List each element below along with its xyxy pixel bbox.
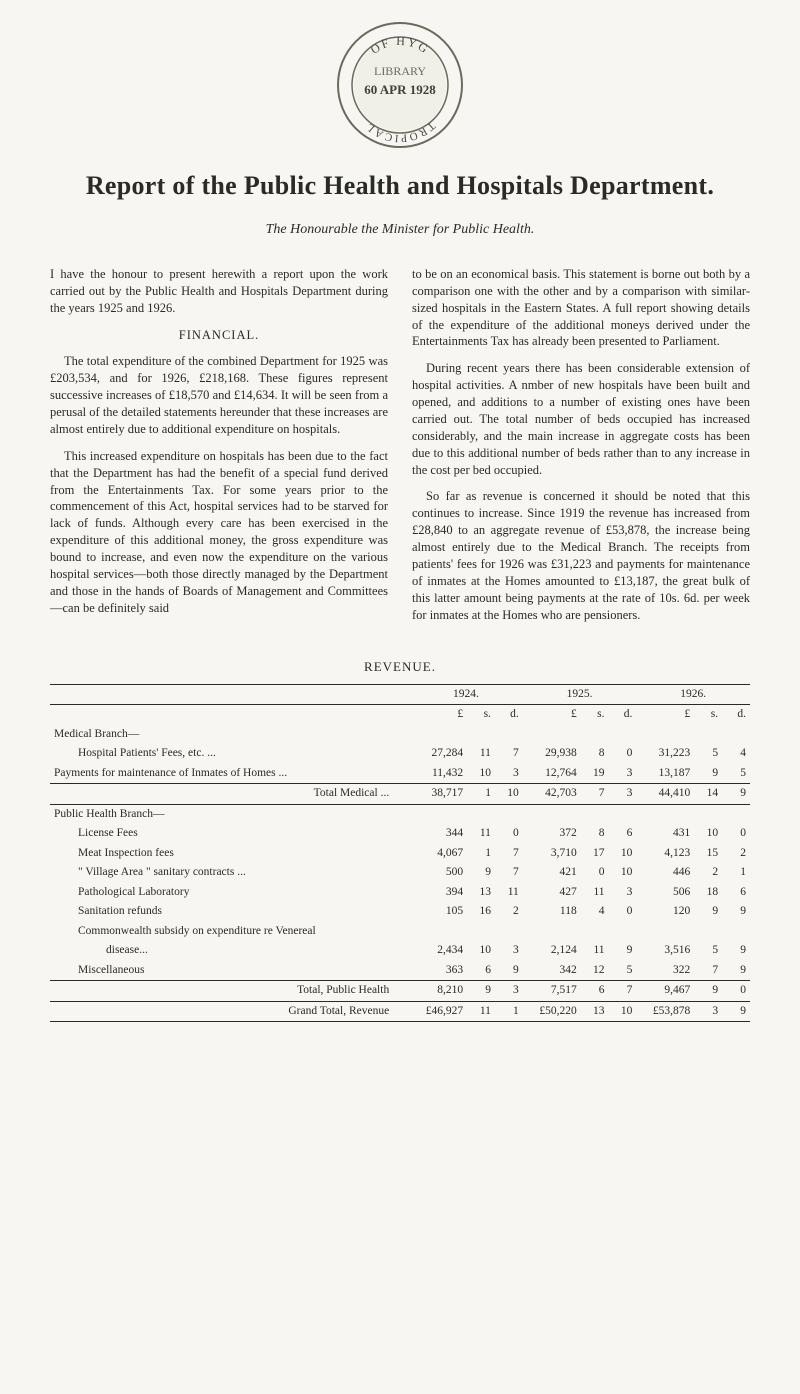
- year-1926: 1926.: [636, 684, 750, 705]
- year-1924: 1924.: [409, 684, 523, 705]
- row-label: Pathological Laboratory: [50, 883, 409, 903]
- row-label: Public Health Branch—: [50, 804, 409, 824]
- subtitle: The Honourable the Minister for Public H…: [50, 221, 750, 240]
- table-row: Grand Total, Revenue£46,927111£50,220131…: [50, 1001, 750, 1022]
- row-label: disease...: [50, 941, 409, 961]
- revenue-psd-header: £s.d.£s.d.£s.d.: [50, 705, 750, 725]
- row-label: Total, Public Health: [50, 981, 409, 1002]
- row-label: Grand Total, Revenue: [50, 1001, 409, 1022]
- table-row: " Village Area " sanitary contracts ...5…: [50, 863, 750, 883]
- year-1925: 1925.: [523, 684, 637, 705]
- row-label: License Fees: [50, 824, 409, 844]
- para-l1: I have the honour to present herewith a …: [50, 266, 388, 317]
- row-label: Total Medical ...: [50, 784, 409, 805]
- row-label: Payments for maintenance of Inmates of H…: [50, 764, 409, 784]
- table-row: License Fees34411037286431100: [50, 824, 750, 844]
- table-row: Sanitation refunds1051621184012099: [50, 902, 750, 922]
- para-r3: So far as revenue is concerned it should…: [412, 488, 750, 623]
- table-row: Payments for maintenance of Inmates of H…: [50, 764, 750, 784]
- row-label: Hospital Patients' Fees, etc. ...: [50, 744, 409, 764]
- table-row: Commonwealth subsidy on expenditure re V…: [50, 922, 750, 942]
- table-row: Public Health Branch—: [50, 804, 750, 824]
- library-seal: OF HYG TROPICAL LIBRARY 60 APR 1928: [335, 20, 465, 150]
- table-row: Pathological Laboratory39413114271135061…: [50, 883, 750, 903]
- para-r1: to be on an economical basis. This state…: [412, 266, 750, 350]
- para-l2: The total expenditure of the combined De…: [50, 353, 388, 437]
- table-row: disease...2,4341032,1241193,51659: [50, 941, 750, 961]
- table-row: Total Medical ...38,71711042,7037344,410…: [50, 784, 750, 805]
- table-row: Hospital Patients' Fees, etc. ...27,2841…: [50, 744, 750, 764]
- table-row: Meat Inspection fees4,067173,71017104,12…: [50, 844, 750, 864]
- body-columns: I have the honour to present herewith a …: [50, 266, 750, 630]
- para-r2: During recent years there has been consi…: [412, 360, 750, 478]
- seal-mid2: 60 APR 1928: [364, 82, 436, 97]
- seal-mid1: LIBRARY: [374, 64, 426, 78]
- row-label: Miscellaneous: [50, 961, 409, 981]
- financial-heading: FINANCIAL.: [50, 327, 388, 344]
- revenue-table: 1924. 1925. 1926. £s.d.£s.d.£s.d.Medical…: [50, 684, 750, 1023]
- row-label: Medical Branch—: [50, 725, 409, 745]
- revenue-heading: REVENUE.: [50, 658, 750, 676]
- row-label: Meat Inspection fees: [50, 844, 409, 864]
- para-l3: This increased expenditure on hospitals …: [50, 448, 388, 617]
- row-label: Sanitation refunds: [50, 902, 409, 922]
- row-label: " Village Area " sanitary contracts ...: [50, 863, 409, 883]
- row-label: Commonwealth subsidy on expenditure re V…: [50, 922, 409, 942]
- table-row: Medical Branch—: [50, 725, 750, 745]
- table-row: Miscellaneous3636934212532279: [50, 961, 750, 981]
- revenue-year-header: 1924. 1925. 1926.: [50, 684, 750, 705]
- table-row: Total, Public Health8,210937,517679,4679…: [50, 981, 750, 1002]
- page-title: Report of the Public Health and Hospital…: [50, 168, 750, 203]
